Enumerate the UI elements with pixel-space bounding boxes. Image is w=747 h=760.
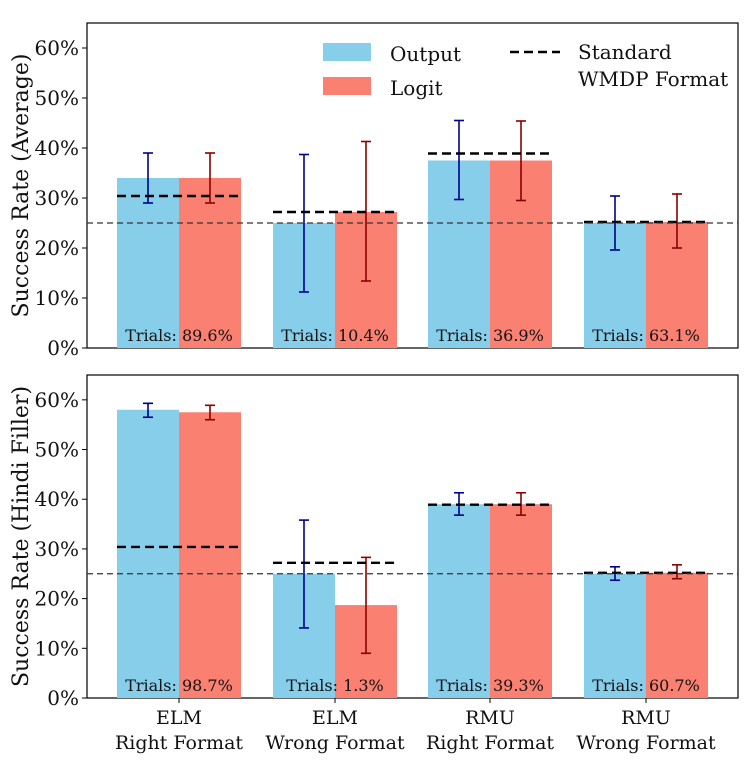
x-category-label: RMU <box>621 707 671 729</box>
y-tick-label: 50% <box>35 438 79 462</box>
bar-logit <box>490 504 552 698</box>
y-tick-label: 40% <box>35 136 79 160</box>
y-tick-label: 30% <box>35 186 79 210</box>
trials-label: Trials: 89.6% <box>125 326 233 345</box>
y-tick-label: 0% <box>47 336 79 360</box>
trials-label: Trials: 39.3% <box>436 676 544 695</box>
trials-label: Trials: 1.3% <box>286 676 383 695</box>
legend-swatch-output <box>323 43 371 61</box>
trials-label: Trials: 63.1% <box>592 326 700 345</box>
bar-logit <box>646 572 708 698</box>
y-tick-label: 10% <box>35 286 79 310</box>
bar-output <box>428 504 490 698</box>
x-category-label: RMU <box>465 707 515 729</box>
y-tick-label: 20% <box>35 236 79 260</box>
y-tick-label: 60% <box>35 36 79 60</box>
plot-frame <box>86 22 739 349</box>
y-tick-label: 50% <box>35 86 79 110</box>
x-category-sublabel: Wrong Format <box>265 732 405 754</box>
y-tick-label: 30% <box>35 537 79 561</box>
x-category-label: ELM <box>312 707 358 729</box>
trials-label: Trials: 60.7% <box>592 676 700 695</box>
y-tick-label: 40% <box>35 487 79 511</box>
legend-swatch-logit <box>323 77 371 95</box>
trials-label: Trials: 98.7% <box>125 676 233 695</box>
y-tick-label: 10% <box>35 636 79 660</box>
x-category-sublabel: Right Format <box>426 732 554 754</box>
y-axis-label: Success Rate (Average) <box>9 54 34 318</box>
trials-label: Trials: 36.9% <box>436 326 544 345</box>
bar-output <box>117 178 179 348</box>
top-panel-average: 0% 10% 20% 30% 40% 50% 60%Success Rate (Averag… <box>9 22 739 360</box>
x-category-sublabel: Wrong Format <box>576 732 716 754</box>
bar-logit <box>179 178 241 348</box>
y-tick-label: 20% <box>35 587 79 611</box>
trials-label: Trials: 10.4% <box>281 326 389 345</box>
y-tick-label: 0% <box>47 686 79 710</box>
legend-label-standard-2: WMDP Format <box>578 67 728 91</box>
bar-output <box>584 573 646 698</box>
x-category-sublabel: Right Format <box>115 732 243 754</box>
y-axis-label: Success Rate (Hindi Filler) <box>9 386 34 687</box>
legend-label-standard: Standard <box>578 40 672 64</box>
legend-label-output: Output <box>390 42 461 66</box>
x-category-label: ELM <box>156 707 202 729</box>
bar-logit <box>179 412 241 698</box>
bottom-panel-hindi-filler: 0% 10% 20% 30% 40% 50% 60%Success Rate (Hindi … <box>9 374 739 754</box>
y-tick-label: 60% <box>35 388 79 412</box>
plot-frame <box>86 374 739 699</box>
bar-output <box>117 409 179 698</box>
legend-label-logit: Logit <box>390 76 443 100</box>
